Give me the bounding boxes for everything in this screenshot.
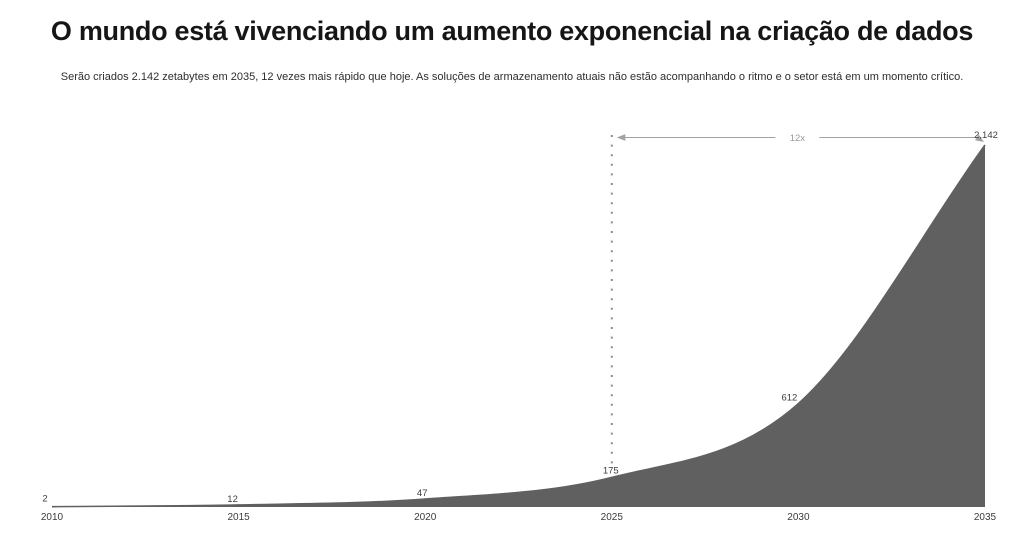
page-title: O mundo está vivenciando um aumento expo… [50, 16, 974, 46]
chart-data-labels-layer: 2 12 47 175 612 2,142 [42, 130, 998, 505]
data-label-2030: 612 [781, 393, 797, 404]
chart-x-axis-layer: 2010 2015 2020 2025 2030 2035 [41, 512, 997, 523]
x-tick-2030: 2030 [787, 512, 810, 523]
data-label-2010: 2 [42, 494, 47, 505]
x-tick-2020: 2020 [414, 512, 437, 523]
area-series-top-edge [51, 144, 986, 508]
x-tick-2010: 2010 [41, 512, 64, 523]
page-subtitle: Serão criados 2.142 zetabytes em 2035, 1… [60, 71, 964, 83]
annotation-12x-label: 12x [790, 133, 806, 144]
area-series-fill [52, 145, 985, 507]
x-tick-2015: 2015 [227, 512, 250, 523]
x-tick-2035: 2035 [974, 512, 997, 523]
x-tick-2025: 2025 [601, 512, 624, 523]
data-label-2020: 47 [417, 488, 428, 499]
data-label-2015: 12 [227, 494, 238, 505]
data-label-2025: 175 [603, 465, 619, 476]
chart-annotation-layer: 12x [610, 133, 984, 467]
arrowhead-right-icon [975, 134, 984, 142]
arrowhead-left-icon [616, 134, 626, 141]
data-label-2035: 2,142 [974, 130, 998, 141]
chart-area-layer [51, 144, 986, 508]
